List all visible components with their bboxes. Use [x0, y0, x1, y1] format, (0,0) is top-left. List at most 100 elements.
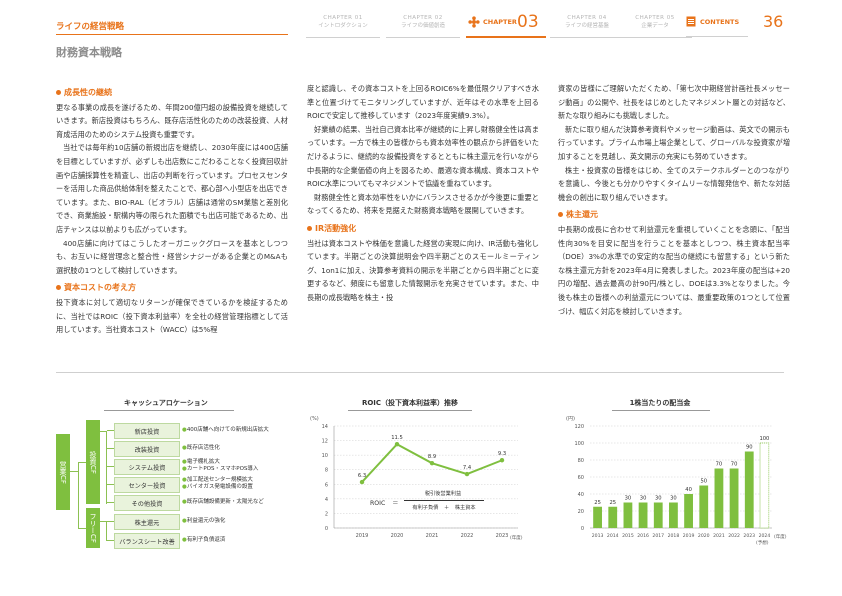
- formula-fraction-line: [404, 500, 484, 501]
- allocation-item-box: 株主還元: [114, 514, 180, 530]
- roic-formula: ROIC ＝: [370, 498, 403, 507]
- paragraph: 株主・投資家の皆様をはじめ、全てのステークホルダーとのつながりを意識し、今後とも…: [558, 165, 790, 202]
- y-tick-label: 2: [325, 511, 328, 517]
- allocation-item-note: ●既存店舗設備更新・太陽光など: [182, 498, 264, 505]
- data-point: [394, 442, 400, 447]
- heading-shareholder-return: 株主還元: [558, 208, 790, 222]
- x-tick-label: 2018: [668, 533, 680, 539]
- data-label: 90: [746, 445, 753, 451]
- x-tick-label: 2021: [713, 533, 725, 539]
- chapter-number: CHAPTER 01: [323, 15, 363, 21]
- text-column-1: 成長性の継続 更なる事業の成長を遂げるため、年間200億円超の設備投資を継続して…: [56, 82, 288, 337]
- chapter-tab-02[interactable]: CHAPTER 02 ライフの価値創造: [386, 14, 460, 38]
- forecast-note: (予想): [756, 539, 769, 546]
- chapter-number: CHAPTER 05: [635, 15, 675, 21]
- allocation-item-note: ●利益還元の強化: [182, 517, 226, 524]
- flower-icon: [468, 16, 480, 28]
- formula-denominator: 有利子負債 ＋ 株主資本: [412, 505, 476, 511]
- contents-link[interactable]: CONTENTS: [700, 18, 740, 26]
- chapter-tab-05[interactable]: CHAPTER 05 企業データ: [618, 14, 692, 38]
- paragraph: 財務健全性と資本効率性をいかにバランスさせるかが今後更に重要となってくるため、将…: [307, 192, 539, 216]
- section-divider: [56, 372, 784, 373]
- data-label: 11.5: [391, 435, 403, 441]
- x-tick-label: 2022: [461, 533, 474, 539]
- data-label: 25: [594, 500, 601, 506]
- dividend-bar: [638, 502, 648, 528]
- chapter-tab-01[interactable]: CHAPTER 01 イントロダクション: [306, 14, 380, 38]
- data-label: 30: [640, 496, 647, 502]
- header-rule: [56, 34, 288, 35]
- y-axis-unit: (円): [566, 416, 575, 422]
- x-tick-label: 2019: [356, 533, 369, 539]
- dividend-bar: [593, 506, 602, 528]
- chapter-tab-04[interactable]: CHAPTER 04 ライフの経営基盤: [550, 14, 624, 38]
- data-label: 6.3: [358, 473, 366, 479]
- x-tick-label: 2014: [607, 533, 619, 539]
- data-point: [429, 460, 435, 466]
- data-label: 8.9: [428, 454, 436, 460]
- chapter-number: 03: [517, 12, 539, 32]
- paragraph: 当社では毎年約10店舗の新規出店を継続し、2030年度には400店舗を目標として…: [56, 143, 288, 234]
- formula-lhs: ROIC: [370, 500, 386, 507]
- data-label: 40: [685, 487, 692, 493]
- paragraph: 当社は資本コストや株価を意識した経営の実現に向け、IR活動も強化しています。半期…: [307, 238, 539, 302]
- paragraph: 度と認識し、その資本コストを上回るROIC6%を最低限クリアすべき水準と位置づけ…: [307, 84, 539, 121]
- chapter-number: CHAPTER 04: [567, 15, 607, 21]
- data-label: 30: [670, 496, 677, 502]
- heading-capital-cost: 資本コストの考え方: [56, 281, 288, 295]
- roic-chart-title: ROIC（投下資本利益率）推移: [361, 399, 459, 407]
- x-tick-label: 2020: [698, 533, 710, 539]
- document-label: ライフの経営戦略: [56, 22, 125, 32]
- y-tick-label: 20: [578, 509, 584, 515]
- section-title: 財務資本戦略: [56, 46, 122, 59]
- y-tick-label: 12: [322, 439, 328, 445]
- dividend-chart-title: 1株当たりの配当金: [629, 399, 691, 407]
- data-label: 30: [625, 496, 632, 502]
- paragraph: 新たに取り組んだ決算参考資料やメッセージ動画は、英文での開示も行っています。プラ…: [558, 124, 790, 161]
- free-cf-box: フリーCF: [86, 508, 100, 548]
- paragraph: 400店舗に向けてはこうしたオーガニックグロースを基本としつつも、お互いに経営理…: [56, 238, 288, 275]
- x-tick-label: 2022: [728, 533, 740, 539]
- dividend-bar-chart: (円) 0 20 40 60 80 100 120 25 2013 25 2014 30 2015 30…: [566, 416, 787, 546]
- x-tick-label: 2020: [391, 533, 404, 539]
- data-point: [359, 479, 365, 485]
- heading-growth: 成長性の継続: [56, 86, 288, 100]
- allocation-item-box: 新店投資: [114, 423, 180, 439]
- chapter-name: ライフの価値創造: [400, 23, 445, 29]
- y-tick-label: 6: [325, 482, 328, 488]
- dividend-bar: [699, 485, 709, 528]
- dividend-bar: [669, 502, 678, 528]
- chapter-tab-03-active[interactable]: CHAPTER 03: [466, 12, 546, 38]
- paragraph: 好業績の結果、当社自己資本比率が継続的に上昇し財務健全性は高まっています。一方で…: [307, 124, 539, 189]
- allocation-item-note: ●既存店活性化: [182, 444, 220, 451]
- data-label: 7.4: [463, 465, 472, 471]
- allocation-item-box: その他投資: [114, 495, 180, 511]
- contents-icon[interactable]: [686, 16, 696, 27]
- roic-line-chart: (%) 0 2 4 6 8 10 12 14 6.3 2019 11.5 2020 8.9 2021 7.…: [310, 416, 523, 541]
- page-number: 36: [763, 12, 784, 31]
- paragraph: 更なる事業の成長を遂げるため、年間200億円超の設備投資を継続していきます。新店…: [56, 102, 288, 139]
- text-column-2: 度と認識し、その資本コストを上回るROIC6%を最低限クリアすべき水準と位置づけ…: [307, 82, 539, 305]
- allocation-item-box: センター投資: [114, 477, 180, 493]
- chapter-name: イントロダクション: [318, 23, 368, 29]
- y-tick-label: 8: [325, 468, 328, 474]
- x-axis-suffix: (年度): [510, 534, 523, 541]
- y-tick-label: 80: [578, 458, 584, 464]
- x-tick-label: 2021: [426, 533, 439, 539]
- text-column-3: 資家の皆様にご理解いただくため、「第七次中期経営計画社長メッセージ動画」の公開や…: [558, 82, 790, 318]
- chapter-name: 企業データ: [641, 23, 669, 29]
- y-tick-label: 100: [574, 441, 584, 447]
- allocation-item-note: ●400店舗へ向けての新規出店拡大: [182, 426, 269, 433]
- chapter-name: ライフの経営基盤: [564, 23, 609, 29]
- dividend-bar: [759, 442, 770, 529]
- y-axis-unit: (%): [310, 416, 319, 422]
- dividend-bar: [684, 494, 693, 528]
- dividend-bar: [623, 502, 633, 528]
- x-axis-suffix: (年度): [774, 533, 787, 540]
- x-tick-label: 2016: [637, 533, 649, 539]
- dividend-bar: [608, 506, 618, 528]
- contents-underline: [686, 36, 748, 37]
- x-tick-label: 2023: [496, 533, 509, 539]
- y-tick-label: 14: [322, 424, 328, 430]
- x-tick-label: 2013: [592, 533, 604, 539]
